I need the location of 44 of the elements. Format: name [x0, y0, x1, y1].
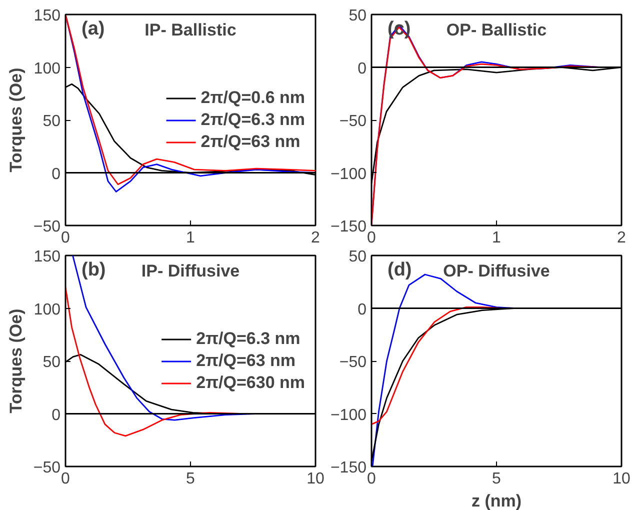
- y-axis-title: Torques (Oe): [6, 308, 26, 414]
- x-tick-label: 2: [617, 230, 626, 246]
- y-tick-label: −50: [33, 218, 61, 236]
- legend-label: 2π/Q=630 nm: [196, 372, 305, 394]
- y-tick-label: 0: [358, 301, 367, 318]
- y-tick-label: −100: [330, 406, 367, 424]
- legend-label: 2π/Q=63 nm: [196, 350, 296, 372]
- x-axis-title: z (nm): [471, 492, 522, 510]
- annotation: (b): [82, 260, 106, 280]
- legend-label: 2π/Q=6.3 nm: [200, 108, 305, 130]
- y-tick-label: −100: [330, 166, 367, 183]
- y-tick-label: 50: [348, 8, 367, 24]
- x-tick-label: 10: [306, 470, 324, 488]
- y-tick-label: 0: [52, 166, 61, 183]
- y-tick-label: 0: [358, 60, 367, 78]
- y-tick-label: 100: [34, 60, 61, 78]
- annotation: (a): [82, 18, 105, 40]
- y-tick-label: −50: [339, 354, 367, 371]
- x-tick-label: 10: [612, 470, 630, 488]
- annotation: (d): [388, 260, 412, 280]
- y-tick-label: 50: [348, 248, 367, 266]
- y-tick-label: 150: [34, 8, 61, 24]
- y-tick-label: −150: [330, 460, 367, 476]
- legend-label: 2π/Q=6.3 nm: [196, 328, 300, 350]
- chart-title: IP- Ballistic: [144, 20, 236, 40]
- y-tick-label: 0: [52, 406, 61, 424]
- y-tick-label: −50: [33, 460, 61, 476]
- legend-label: 2π/Q=0.6 nm: [200, 86, 305, 108]
- y-tick-label: −150: [330, 218, 367, 236]
- legend-label: 2π/Q=63 nm: [200, 130, 300, 152]
- chart-title: OP- Diffusive: [443, 262, 550, 280]
- x-tick-label: 1: [186, 230, 196, 246]
- y-axis-title: Torques (Oe): [6, 68, 26, 172]
- x-tick-label: 5: [492, 470, 502, 488]
- y-tick-label: 50: [42, 354, 61, 371]
- y-tick-label: 50: [42, 113, 61, 130]
- y-tick-label: −50: [339, 113, 367, 130]
- y-tick-label: 100: [34, 301, 61, 318]
- x-tick-label: 1: [492, 230, 502, 246]
- x-tick-label: 5: [186, 470, 196, 488]
- chart-title: OP- Ballistic: [446, 20, 547, 40]
- y-tick-label: 150: [34, 248, 61, 266]
- x-tick-label: 2: [311, 230, 320, 246]
- chart-title: IP- Diffusive: [141, 262, 240, 280]
